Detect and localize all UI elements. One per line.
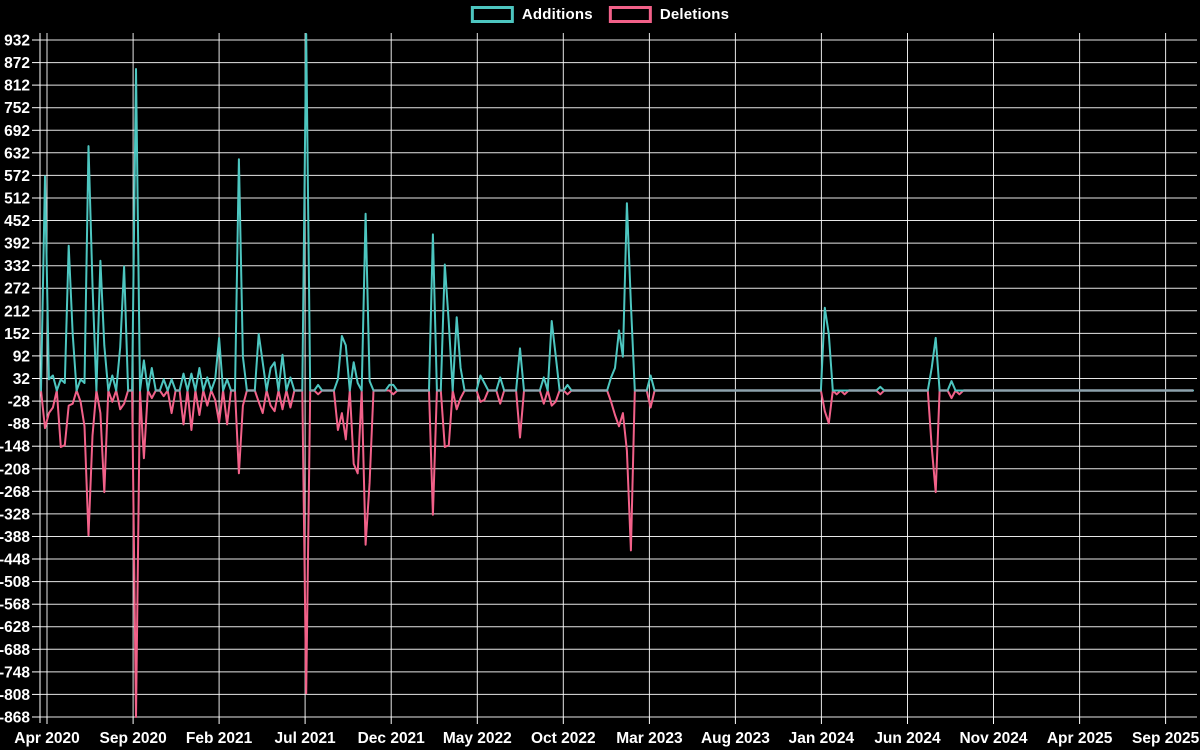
svg-text:452: 452 <box>4 213 30 230</box>
additions-swatch-icon <box>470 6 514 23</box>
svg-text:-88: -88 <box>8 416 31 433</box>
svg-text:-268: -268 <box>0 484 30 501</box>
svg-text:-688: -688 <box>0 642 30 659</box>
legend-label-deletions: Deletions <box>659 6 730 23</box>
x-axis-labels: Apr 2020 Sep 2020 Feb 2021 Jul 2021 Dec 2021… <box>14 730 1199 747</box>
svg-text:Jul 2021: Jul 2021 <box>275 730 337 747</box>
svg-text:Nov 2024: Nov 2024 <box>959 730 1027 747</box>
legend-label-additions: Additions <box>521 6 593 23</box>
svg-text:-388: -388 <box>0 529 30 546</box>
svg-text:512: 512 <box>4 191 30 208</box>
svg-text:Apr 2020: Apr 2020 <box>14 730 79 747</box>
svg-text:-748: -748 <box>0 664 30 681</box>
svg-text:332: 332 <box>4 258 30 275</box>
svg-text:32: 32 <box>13 371 30 388</box>
axes <box>32 33 1167 724</box>
svg-text:-148: -148 <box>0 439 30 456</box>
svg-text:Sep 2020: Sep 2020 <box>99 730 166 747</box>
svg-text:Oct 2022: Oct 2022 <box>531 730 596 747</box>
svg-text:Dec 2021: Dec 2021 <box>358 730 426 747</box>
svg-text:392: 392 <box>4 236 30 253</box>
svg-text:632: 632 <box>4 145 30 162</box>
svg-text:692: 692 <box>4 123 30 140</box>
chart-legend: Additions Deletions <box>470 6 730 23</box>
svg-text:212: 212 <box>4 303 30 320</box>
deletions-swatch-icon <box>608 6 652 23</box>
y-axis-labels: 932 872 812 752 692 632 572 512 452 392 332 272 212 1… <box>0 33 30 727</box>
svg-text:-208: -208 <box>0 461 30 478</box>
svg-text:Sep 2025: Sep 2025 <box>1132 730 1200 747</box>
gridlines <box>40 33 1197 718</box>
svg-text:-808: -808 <box>0 687 30 704</box>
svg-text:Feb 2021: Feb 2021 <box>186 730 253 747</box>
svg-text:932: 932 <box>4 33 30 50</box>
svg-text:92: 92 <box>13 348 30 365</box>
additions-line <box>40 33 1194 392</box>
svg-text:-508: -508 <box>0 574 30 591</box>
svg-text:May 2022: May 2022 <box>443 730 512 747</box>
svg-text:572: 572 <box>4 168 30 185</box>
svg-text:152: 152 <box>4 326 30 343</box>
svg-text:812: 812 <box>4 78 30 95</box>
svg-text:Mar 2023: Mar 2023 <box>616 730 683 747</box>
svg-text:872: 872 <box>4 55 30 72</box>
svg-text:752: 752 <box>4 100 30 117</box>
svg-text:-28: -28 <box>8 394 31 411</box>
svg-text:Jun 2024: Jun 2024 <box>874 730 941 747</box>
svg-text:Jan 2024: Jan 2024 <box>789 730 855 747</box>
svg-text:-628: -628 <box>0 619 30 636</box>
svg-text:-568: -568 <box>0 597 30 614</box>
svg-text:Apr 2025: Apr 2025 <box>1047 730 1113 747</box>
svg-text:272: 272 <box>4 281 30 298</box>
svg-text:-868: -868 <box>0 710 30 727</box>
legend-item-deletions[interactable]: Deletions <box>608 6 730 23</box>
svg-text:Aug 2023: Aug 2023 <box>701 730 770 747</box>
legend-item-additions[interactable]: Additions <box>470 6 593 23</box>
svg-text:-448: -448 <box>0 552 30 569</box>
deletions-line <box>40 389 1194 718</box>
svg-text:-328: -328 <box>0 506 30 523</box>
